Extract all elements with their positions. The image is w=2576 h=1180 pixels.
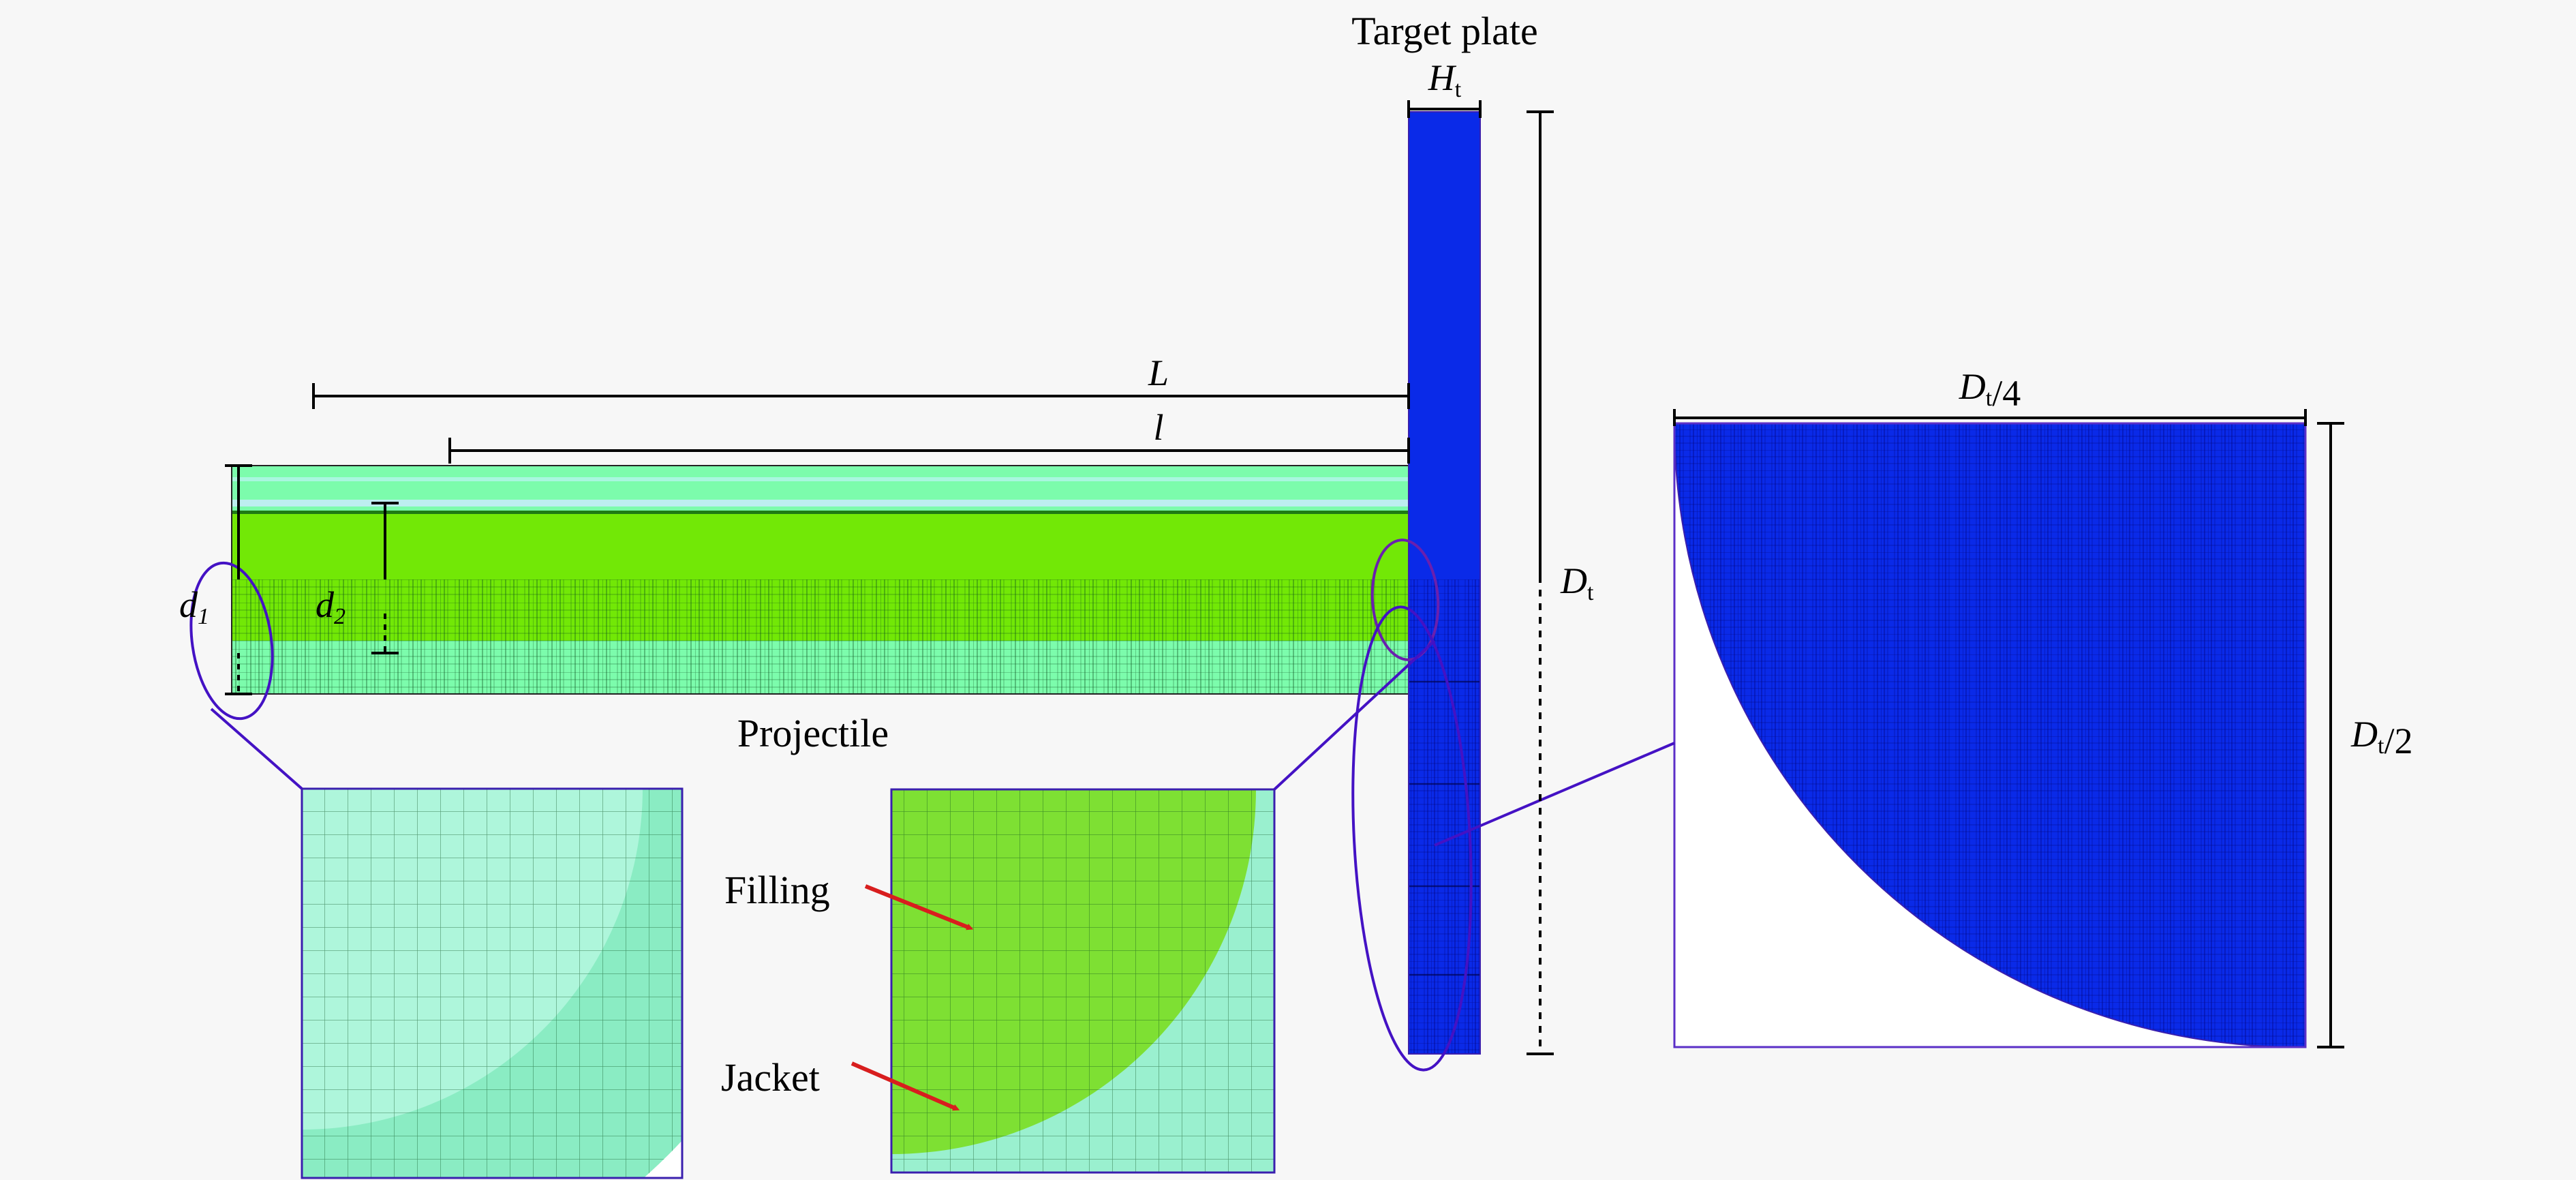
svg-text:Filling: Filling	[724, 868, 830, 912]
svg-text:Jacket: Jacket	[721, 1055, 820, 1100]
svg-text:l: l	[1153, 407, 1163, 448]
svg-text:Projectile: Projectile	[737, 711, 889, 755]
svg-text:L: L	[1148, 352, 1169, 393]
svg-text:Target plate: Target plate	[1351, 9, 1537, 53]
